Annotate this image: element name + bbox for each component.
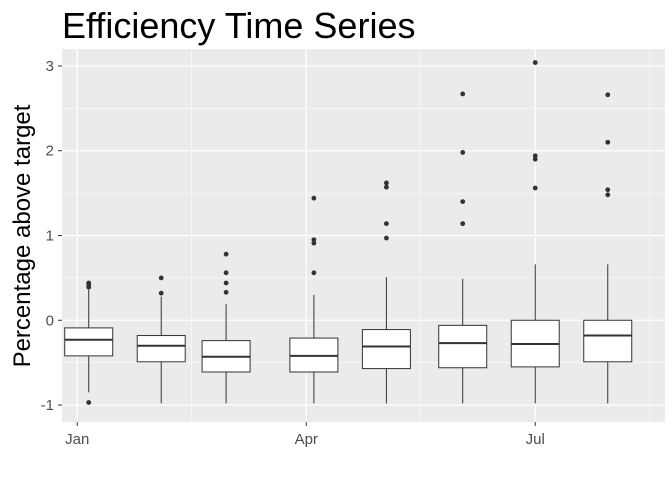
outlier-point [86, 400, 92, 405]
box [438, 91, 488, 404]
x-tick-label: Apr [295, 431, 318, 448]
axes: -1 0 1 2 3 Jan Apr Jul [41, 58, 545, 448]
outlier-point [460, 150, 466, 155]
outlier-point [532, 156, 538, 162]
box [583, 92, 633, 404]
y-tick-label: 2 [46, 143, 54, 160]
x-tick-label: Jul [526, 431, 545, 448]
box [201, 251, 251, 404]
y-tick-label: 0 [46, 312, 54, 329]
outlier-point [158, 275, 164, 281]
outlier-point [311, 270, 317, 276]
outlier-point [532, 153, 538, 159]
x-tick-label: Jan [65, 431, 89, 448]
chart-title: Efficiency Time Series [62, 5, 415, 46]
outlier-point [460, 221, 466, 227]
box [64, 280, 114, 405]
outlier-point [605, 139, 611, 145]
outlier-point [223, 251, 229, 257]
box [510, 60, 560, 404]
box-iqr [361, 329, 411, 370]
outlier-point [311, 237, 317, 243]
box-series [64, 60, 633, 405]
outlier-point [223, 280, 229, 286]
outlier-point [532, 185, 538, 191]
box-iqr [583, 319, 633, 363]
box-iqr [136, 335, 186, 363]
outlier-point [460, 91, 466, 97]
outlier-point [158, 290, 164, 296]
outlier-point [605, 187, 611, 193]
box-iqr [64, 327, 114, 357]
outlier-point [86, 280, 92, 286]
outlier-point [383, 184, 389, 190]
y-tick-label: -1 [41, 397, 54, 414]
y-axis-label: Percentage above target [9, 104, 36, 367]
outlier-point [383, 221, 389, 227]
outlier-point [460, 199, 466, 204]
box [361, 180, 411, 404]
outlier-point [605, 92, 611, 98]
box [136, 275, 186, 404]
outlier-point [311, 240, 317, 246]
box-iqr [438, 324, 488, 369]
outlier-point [223, 270, 229, 276]
outlier-point [311, 195, 317, 201]
outlier-point [605, 192, 611, 198]
grid-lines [62, 49, 665, 422]
y-tick-label: 3 [46, 58, 54, 75]
outlier-point [383, 235, 389, 241]
outlier-point [223, 289, 229, 295]
y-tick-label: 1 [46, 228, 54, 245]
outlier-point [383, 180, 389, 186]
box [289, 195, 339, 404]
outlier-point [532, 60, 538, 65]
